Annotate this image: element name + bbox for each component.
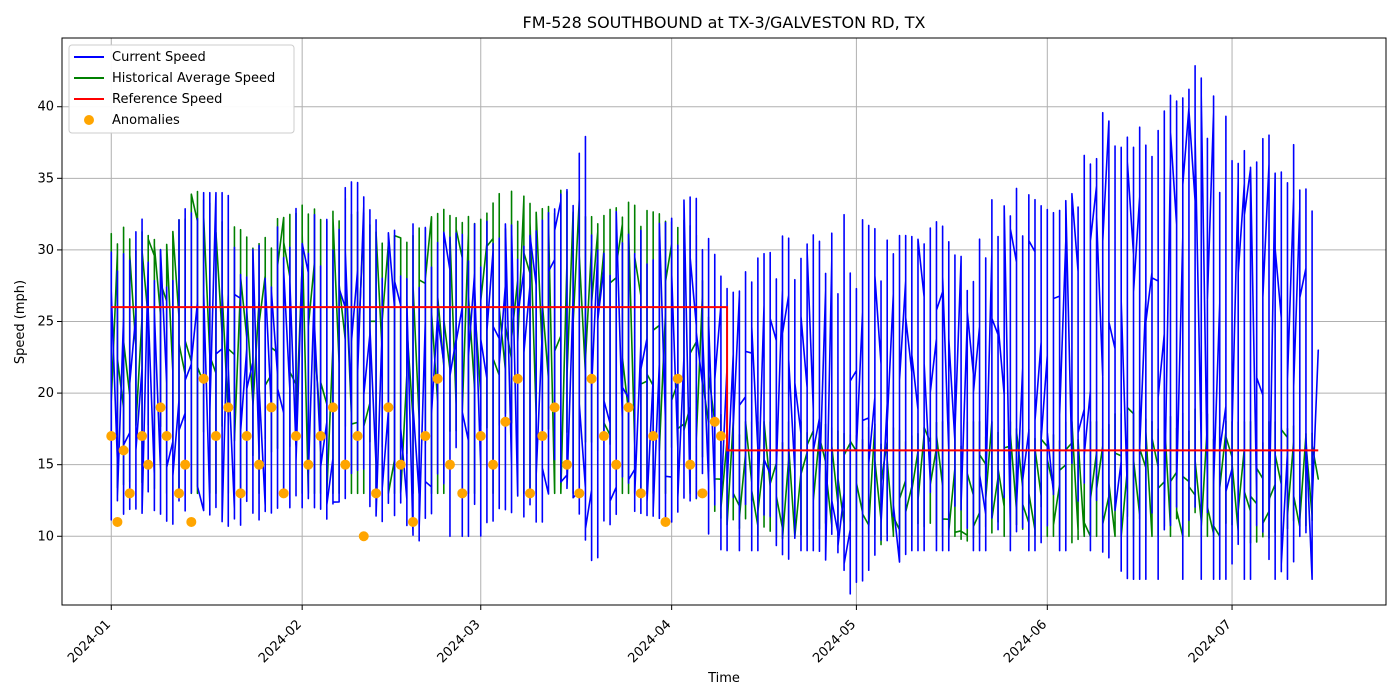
anomaly-point [685,459,696,470]
anomaly-point [697,488,708,499]
y-tick-label: 35 [37,171,54,186]
anomaly-point [525,488,536,499]
anomaly-point [444,459,455,470]
legend-anomaly-swatch [84,115,94,125]
anomaly-point [124,488,135,499]
y-tick-label: 25 [37,315,54,330]
chart-title: FM-528 SOUTHBOUND at TX-3/GALVESTON RD, … [523,13,926,32]
anomaly-point [574,488,585,499]
reference-speed-line [111,306,1319,452]
anomaly-point [210,431,221,442]
anomaly-point [118,445,129,456]
y-tick-label: 15 [37,458,54,473]
anomaly-point [291,431,302,442]
legend-anomaly-label: Anomalies [112,113,180,128]
anomaly-point [611,459,622,470]
anomaly-point [266,402,277,413]
anomaly-point [174,488,185,499]
anomaly-point [352,431,363,442]
anomaly-point [112,516,123,527]
anomaly-point [475,431,486,442]
anomaly-point [488,459,499,470]
y-axis-label: Speed (mph) [13,280,28,364]
anomaly-point [500,416,511,427]
legend: Current Speed Historical Average Speed R… [68,44,295,134]
anomaly-point [235,488,246,499]
anomaly-point [371,488,382,499]
anomaly-point [586,373,597,384]
anomaly-point [180,459,191,470]
anomaly-point [395,459,406,470]
anomaly-point [648,431,659,442]
anomaly-point [143,459,154,470]
anomaly-point [303,459,314,470]
anomaly-point [358,531,369,542]
anomaly-point [715,431,726,442]
anomaly-point [549,402,560,413]
anomaly-point [408,516,419,527]
plot-layer [106,64,1320,595]
y-tick-label: 40 [37,100,54,115]
anomaly-point [161,431,172,442]
anomaly-point [660,516,671,527]
anomaly-point [623,402,634,413]
anomaly-point [383,402,394,413]
anomaly-point [155,402,166,413]
legend-reference-label: Reference Speed [112,92,222,107]
legend-frame [68,44,295,134]
anomaly-point [561,459,572,470]
anomaly-point [278,488,289,499]
anomaly-point [223,402,234,413]
grid-layer [62,38,1386,605]
legend-historical-label: Historical Average Speed [112,71,275,86]
anomaly-point [327,402,338,413]
anomaly-point [186,516,197,527]
anomaly-point [241,431,252,442]
y-tick-label: 10 [37,529,54,544]
anomaly-point [635,488,646,499]
anomaly-point [254,459,265,470]
legend-current-label: Current Speed [112,50,206,65]
anomaly-point [512,373,523,384]
current-speed-line [110,64,1320,595]
anomaly-point [598,431,609,442]
plot-frame [61,37,1387,606]
anomaly-point [315,431,326,442]
anomaly-point [457,488,468,499]
anomaly-point [672,373,683,384]
anomaly-point [137,431,148,442]
x-axis-label: Time [707,671,740,686]
y-tick-label: 30 [37,243,54,258]
anomaly-point [420,431,431,442]
anomaly-point [709,416,720,427]
y-tick-label: 20 [37,386,54,401]
anomaly-point [106,431,117,442]
anomaly-point [432,373,443,384]
anomaly-point [537,431,548,442]
anomaly-point [340,459,351,470]
anomaly-point [198,373,209,384]
